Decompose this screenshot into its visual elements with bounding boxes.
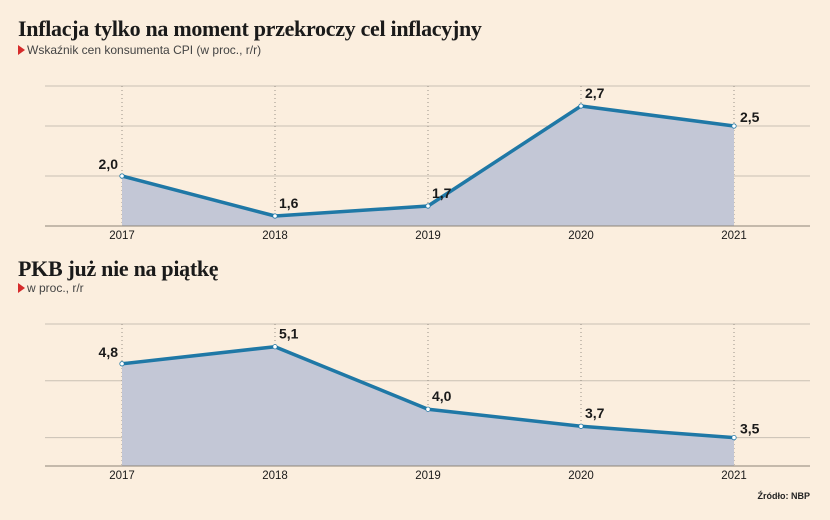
data-label: 2,0: [99, 156, 119, 172]
data-point: [119, 361, 125, 367]
data-label: 1,7: [432, 185, 452, 201]
x-tick-label: 2021: [721, 470, 747, 482]
triangle-bullet-icon: [18, 283, 25, 293]
data-point: [425, 203, 431, 209]
area-fill: [122, 346, 734, 466]
data-label: 1,6: [279, 195, 299, 211]
data-point: [272, 344, 278, 350]
data-point: [272, 213, 278, 219]
gdp-chart: 4,8 5,1 4,0 3,7 3,5 2017 2018 2019 2020 2021: [45, 323, 810, 482]
data-label: 3,7: [585, 405, 605, 421]
chart-2-subtitle: w proc., r/r: [18, 281, 84, 295]
data-point: [119, 173, 125, 179]
data-point: [425, 406, 431, 412]
x-tick-label: 2018: [262, 470, 288, 482]
data-label: 2,7: [585, 85, 605, 101]
chart-2-subtitle-text: w proc., r/r: [27, 281, 84, 295]
x-tick-label: 2021: [721, 230, 747, 242]
data-point: [578, 423, 584, 429]
x-tick-label: 2020: [568, 230, 594, 242]
chart-1-title: Inflacja tylko na moment przekroczy cel …: [18, 16, 482, 41]
chart-1-subtitle-text: Wskaźnik cen konsumenta CPI (w proc., r/…: [27, 43, 262, 57]
x-tick-label: 2019: [415, 470, 441, 482]
data-label: 5,1: [279, 326, 299, 342]
x-tick-label: 2018: [262, 230, 288, 242]
source-note: Źródło: NBP: [757, 491, 811, 501]
data-point: [578, 103, 584, 109]
x-tick-label: 2017: [109, 470, 135, 482]
chart-1-subtitle: Wskaźnik cen konsumenta CPI (w proc., r/…: [18, 43, 261, 57]
triangle-bullet-icon: [18, 45, 25, 55]
x-tick-label: 2019: [415, 230, 441, 242]
data-label: 2,5: [740, 109, 760, 125]
data-label: 3,5: [740, 421, 760, 437]
chart-2-title: PKB już nie na piątkę: [18, 256, 219, 281]
data-label: 4,0: [432, 388, 452, 404]
x-tick-label: 2017: [109, 230, 135, 242]
data-label: 4,8: [99, 344, 119, 360]
data-point: [731, 123, 737, 129]
data-point: [731, 435, 737, 441]
area-fill: [122, 106, 734, 226]
x-tick-label: 2020: [568, 470, 594, 482]
cpi-chart: 2,0 1,6 1,7 2,7 2,5 2017 2018 2019 2020 2021: [45, 85, 810, 242]
